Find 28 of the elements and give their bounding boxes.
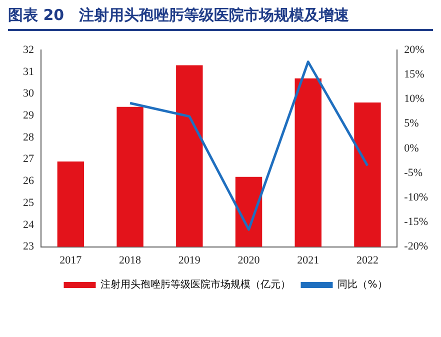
x-tick-label: 2018 [119,254,142,266]
y-tick-label: 24 [23,218,34,231]
y2-tick-label: 15% [404,68,424,80]
y2-tick-label: 5% [404,118,419,130]
x-tick-label: 2022 [356,254,378,266]
legend-label: 同比（%） [338,278,388,291]
x-tick-label: 2019 [178,254,201,266]
y-tick-label: 28 [23,131,34,144]
y2-tick-label: -20% [404,240,428,253]
y2-tick-label: 0% [404,142,419,154]
y-tick-label: 29 [23,109,34,122]
y-tick-label: 25 [23,196,34,209]
y-tick-label: 27 [23,153,34,166]
y2-tick-label: -10% [404,191,428,204]
x-tick-label: 2017 [60,254,82,266]
x-tick-label: 2021 [297,254,320,266]
y2-tick-label: 10% [404,93,424,106]
legend-label: 注射用头孢唑肟等级医院市场规模（亿元） [100,278,291,291]
y-tick-label: 32 [23,44,34,56]
y-tick-label: 30 [23,88,34,100]
y-tick-label: 23 [23,240,34,253]
chart-title: 图表 20 注射用头孢唑肟等级医院市场规模及增速 [8,6,433,31]
y2-tick-label: 20% [404,44,424,56]
y-tick-label: 31 [23,66,34,78]
y2-tick-label: -15% [404,216,428,228]
x-tick-label: 2020 [238,254,260,266]
y-tick-label: 26 [23,175,34,188]
y2-tick-label: -5% [404,166,422,179]
